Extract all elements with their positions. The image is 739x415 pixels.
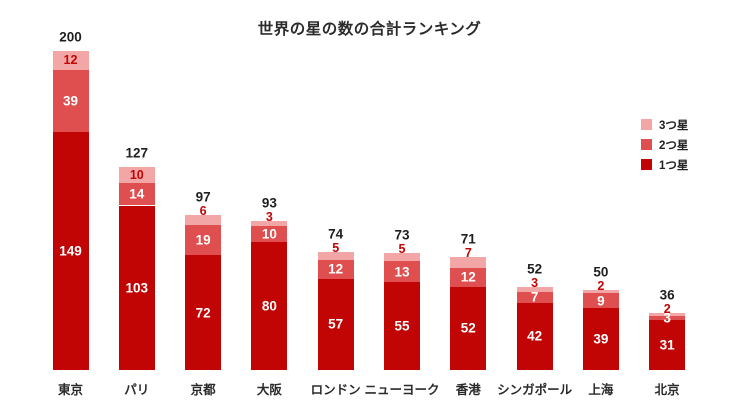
- legend-label-3star: 3つ星: [659, 119, 689, 132]
- segment-value-1star: 103: [125, 280, 149, 295]
- segment-value-3star: 3: [531, 275, 539, 290]
- legend-swatch-2star-icon: [641, 139, 652, 150]
- segment-value-1star: 55: [394, 318, 410, 334]
- x-axis-label-8: 上海: [588, 382, 614, 397]
- bar-total-label: 127: [125, 145, 149, 161]
- segment-value-3star: 2: [663, 301, 671, 316]
- bar-segment-2star: [118, 183, 155, 206]
- segment-value-1star: 80: [261, 298, 277, 314]
- legend-item-1star: 1つ星: [641, 158, 689, 172]
- legend: 3つ星 2つ星 1つ星: [641, 118, 688, 178]
- bar-segment-3star: [317, 251, 354, 260]
- legend-label-2star: 2つ星: [659, 139, 689, 152]
- bar-total-label: 52: [527, 261, 543, 277]
- bar-segment-3star: [649, 312, 686, 316]
- segment-value-3star: 6: [199, 203, 207, 218]
- bar-segment-2star: [582, 293, 619, 308]
- segment-value-1star: 42: [527, 328, 543, 344]
- x-axis-label-5: ニューヨーク: [364, 382, 440, 397]
- segment-value-1star: 52: [460, 320, 476, 336]
- bar-segment-1star: [582, 307, 619, 370]
- segment-value-3star: 5: [332, 240, 340, 255]
- bar-segment-3star: [516, 286, 553, 292]
- segment-value-2star: 12: [460, 269, 476, 285]
- legend-item-2star: 2つ星: [641, 138, 689, 152]
- legend-swatch-3star-icon: [641, 119, 652, 130]
- segment-value-2star: 13: [394, 264, 410, 280]
- bar-segment-2star: [185, 224, 222, 255]
- bar-segment-3star: [52, 50, 89, 70]
- segment-value-2star: 14: [129, 186, 145, 202]
- bar-segment-2star: [317, 259, 354, 279]
- chart-title: 世界の星の数の合計ランキング: [257, 21, 482, 38]
- segment-value-3star: 12: [63, 52, 78, 67]
- segment-value-1star: 39: [593, 331, 609, 347]
- bar-segment-1star: [516, 302, 553, 370]
- bar-segment-3star: [118, 167, 155, 184]
- legend-swatch-1star-icon: [641, 159, 652, 170]
- segment-value-3star: 7: [464, 245, 472, 260]
- x-axis-label-0: 東京: [57, 382, 84, 397]
- bar-total-label: 50: [593, 264, 609, 280]
- bar-segment-1star: [251, 242, 288, 370]
- bar-segment-1star: [450, 286, 487, 370]
- bar-segment-1star: [52, 132, 89, 370]
- bar-segment-1star: [384, 282, 420, 370]
- segment-value-3star: 10: [129, 167, 144, 182]
- x-axis-label-9: 北京: [654, 382, 680, 397]
- segment-value-2star: 12: [328, 261, 344, 277]
- bar-segment-2star: [251, 226, 288, 243]
- bar-segment-3star: [251, 221, 288, 227]
- bar-segment-2star: [649, 315, 686, 321]
- x-axis-label-3: 大阪: [256, 382, 282, 397]
- bar-segment-2star: [516, 291, 553, 303]
- bar-segment-1star: [649, 320, 686, 370]
- bar-segment-1star: [317, 278, 354, 370]
- x-axis-label-2: 京都: [190, 382, 216, 397]
- segment-value-2star: 9: [597, 292, 605, 308]
- segment-value-3star: 2: [597, 278, 605, 293]
- bar-total-label: 73: [394, 227, 410, 243]
- segment-value-2star: 7: [530, 289, 539, 305]
- legend-label-1star: 1つ星: [659, 159, 689, 172]
- bar-total-label: 200: [59, 28, 82, 44]
- bar-segment-2star: [52, 69, 89, 133]
- segment-value-2star: 39: [62, 93, 79, 109]
- bar-segment-3star: [582, 290, 619, 294]
- x-axis-label-1: パリ: [124, 382, 150, 397]
- bar-segment-1star: [185, 255, 222, 370]
- segment-value-2star: 3: [663, 310, 671, 326]
- segment-value-2star: 10: [261, 226, 277, 242]
- bar-total-label: 36: [659, 286, 675, 302]
- bar-segment-3star: [450, 256, 487, 268]
- bar-segment-3star: [185, 215, 222, 225]
- bar-total-label: 97: [195, 189, 211, 205]
- bar-segment-2star: [384, 261, 420, 283]
- segment-value-2star: 19: [195, 232, 211, 248]
- bar-segment-2star: [450, 267, 487, 287]
- bar-segment-1star: [118, 205, 155, 370]
- bar-segment-3star: [384, 253, 420, 262]
- x-axis-label-6: 香港: [455, 382, 481, 397]
- legend-item-3star: 3つ星: [641, 118, 689, 132]
- bar-total-label: 74: [328, 226, 344, 242]
- segment-value-3star: 5: [398, 242, 406, 257]
- x-axis-label-7: シンガポール: [497, 382, 573, 397]
- segment-value-3star: 3: [265, 210, 273, 225]
- bar-total-label: 71: [460, 230, 476, 246]
- segment-value-1star: 72: [195, 304, 211, 320]
- segment-value-1star: 31: [659, 337, 675, 353]
- bar-total-label: 93: [261, 195, 277, 211]
- x-axis-label-4: ロンドン: [310, 382, 361, 397]
- segment-value-1star: 57: [328, 316, 344, 332]
- segment-value-1star: 149: [59, 243, 82, 259]
